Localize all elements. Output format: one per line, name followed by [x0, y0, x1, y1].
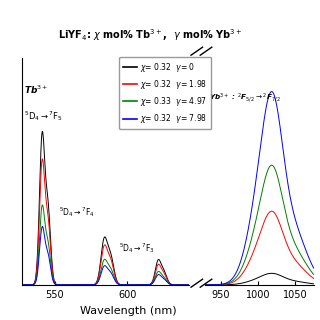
- Text: Yb$^{3+}$ : $^2$F$_{5/2}$$\rightarrow$$^2$F$_{7/2}$: Yb$^{3+}$ : $^2$F$_{5/2}$$\rightarrow$$^…: [209, 91, 280, 104]
- Legend: $\chi$= 0.32  $\gamma$= 0, $\chi$= 0.32  $\gamma$= 1.98, $\chi$= 0.33  $\gamma$=: $\chi$= 0.32 $\gamma$= 0, $\chi$= 0.32 $…: [119, 57, 211, 129]
- Text: LiYF$_4$: $\chi$ mol% Tb$^{3+}$,  $\gamma$ mol% Yb$^{3+}$: LiYF$_4$: $\chi$ mol% Tb$^{3+}$, $\gamma…: [58, 28, 243, 43]
- Text: Wavelength (nm): Wavelength (nm): [80, 306, 176, 316]
- Text: $^5$D$_4$$\rightarrow$$^7$F$_5$: $^5$D$_4$$\rightarrow$$^7$F$_5$: [24, 109, 63, 123]
- Text: Tb$^{3+}$: Tb$^{3+}$: [24, 84, 48, 96]
- Text: $^5$D$_4$$\rightarrow$$^7$F$_4$: $^5$D$_4$$\rightarrow$$^7$F$_4$: [59, 205, 95, 220]
- Text: $^5$D$_4$$\rightarrow$$^7$F$_3$: $^5$D$_4$$\rightarrow$$^7$F$_3$: [119, 241, 155, 255]
